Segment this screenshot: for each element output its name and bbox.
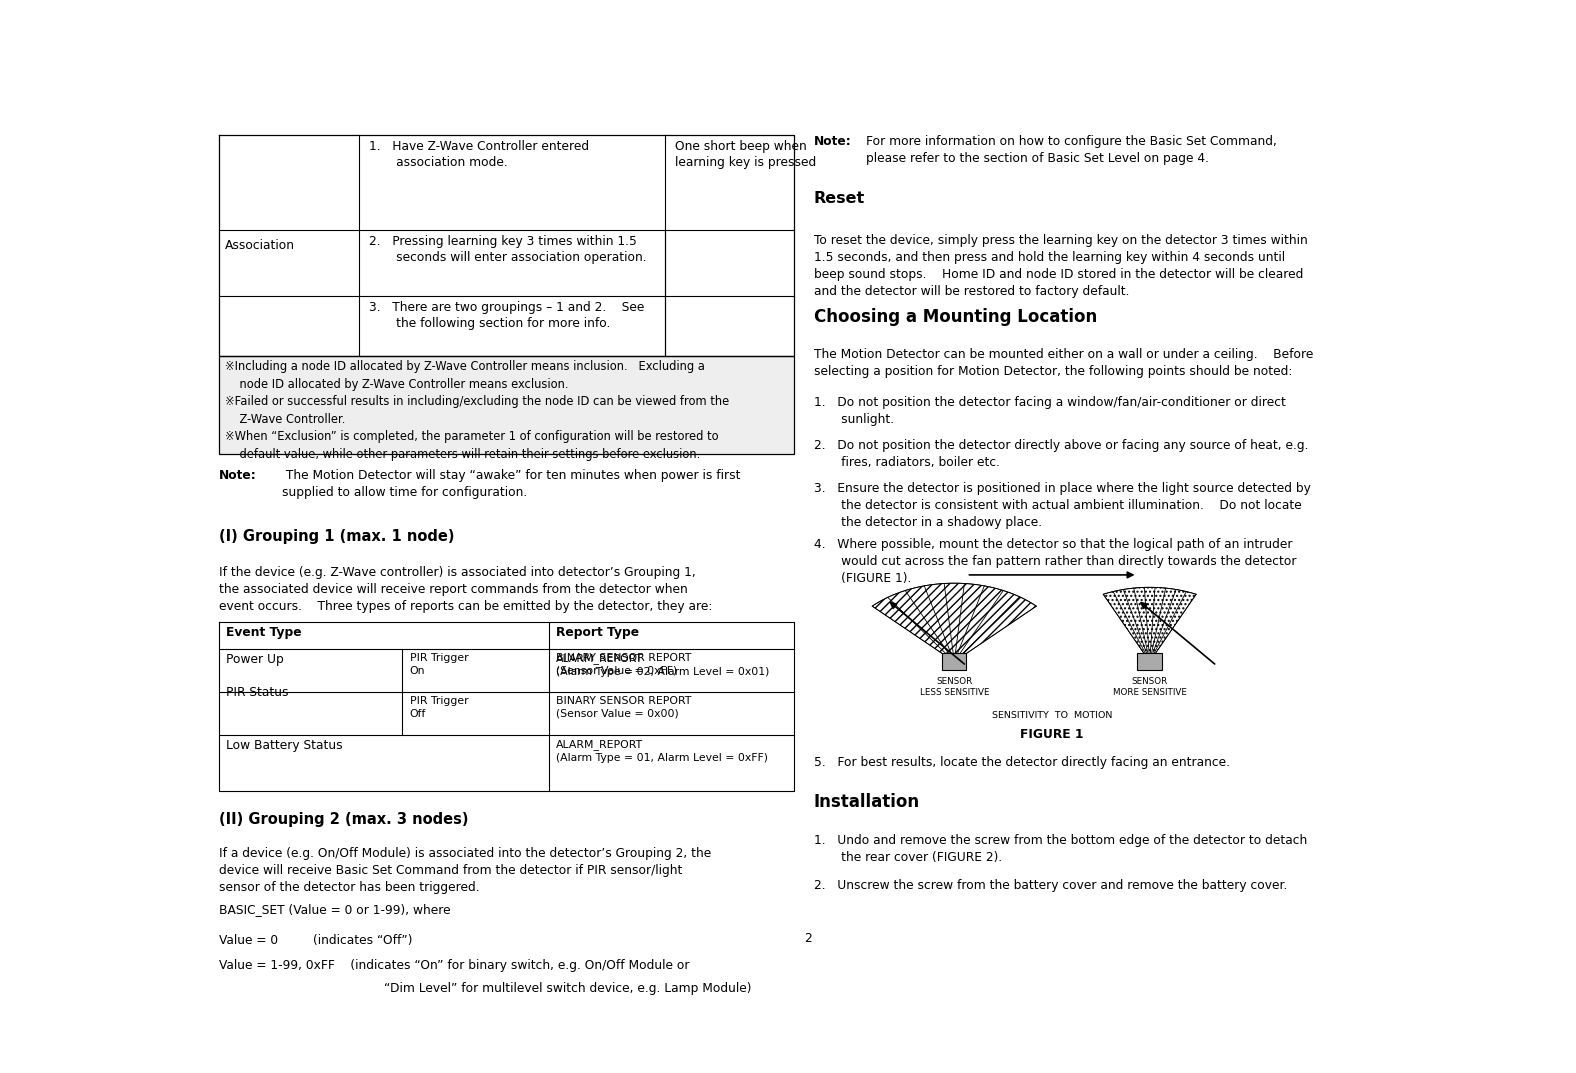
Text: Power Up: Power Up bbox=[227, 653, 284, 666]
Text: If a device (e.g. On/Off Module) is associated into the detector’s Grouping 2, t: If a device (e.g. On/Off Module) is asso… bbox=[219, 847, 711, 894]
Text: (I) Grouping 1 (max. 1 node): (I) Grouping 1 (max. 1 node) bbox=[219, 529, 454, 544]
Text: BINARY SENSOR REPORT
(Sensor Value = 0xFF): BINARY SENSOR REPORT (Sensor Value = 0xF… bbox=[556, 653, 692, 676]
Text: Value = 0         (indicates “Off”): Value = 0 (indicates “Off”) bbox=[219, 935, 413, 947]
Text: 2.   Do not position the detector directly above or facing any source of heat, e: 2. Do not position the detector directly… bbox=[813, 439, 1308, 469]
Text: One short beep when
learning key is pressed: One short beep when learning key is pres… bbox=[675, 141, 816, 170]
Text: 1.   Have Z-Wave Controller entered
       association mode.: 1. Have Z-Wave Controller entered associ… bbox=[369, 141, 589, 170]
Text: 4.   Where possible, mount the detector so that the logical path of an intruder
: 4. Where possible, mount the detector so… bbox=[813, 538, 1297, 585]
FancyBboxPatch shape bbox=[1138, 653, 1162, 670]
Text: If the device (e.g. Z-Wave controller) is associated into detector’s Grouping 1,: If the device (e.g. Z-Wave controller) i… bbox=[219, 565, 712, 613]
Text: 3.   Ensure the detector is positioned in place where the light source detected : 3. Ensure the detector is positioned in … bbox=[813, 482, 1311, 529]
Text: FIGURE 1: FIGURE 1 bbox=[1020, 727, 1084, 740]
Text: BINARY SENSOR REPORT
(Sensor Value = 0x00): BINARY SENSOR REPORT (Sensor Value = 0x0… bbox=[556, 696, 692, 719]
Text: 2.   Pressing learning key 3 times within 1.5
       seconds will enter associat: 2. Pressing learning key 3 times within … bbox=[369, 235, 646, 264]
Text: SENSOR
LESS SENSITIVE: SENSOR LESS SENSITIVE bbox=[919, 677, 990, 696]
Polygon shape bbox=[872, 584, 1037, 662]
Text: Value = 1-99, 0xFF    (indicates “On” for binary switch, e.g. On/Off Module or: Value = 1-99, 0xFF (indicates “On” for b… bbox=[219, 959, 689, 972]
Text: Event Type: Event Type bbox=[227, 627, 303, 640]
Text: 1.   Do not position the detector facing a window/fan/air-conditioner or direct
: 1. Do not position the detector facing a… bbox=[813, 396, 1286, 426]
Text: Report Type: Report Type bbox=[556, 627, 640, 640]
Text: Installation: Installation bbox=[813, 793, 920, 811]
Polygon shape bbox=[1103, 587, 1196, 662]
Text: PIR Trigger
Off: PIR Trigger Off bbox=[410, 696, 468, 719]
Text: SENSOR
MORE SENSITIVE: SENSOR MORE SENSITIVE bbox=[1113, 677, 1187, 696]
Text: For more information on how to configure the Basic Set Command,
please refer to : For more information on how to configure… bbox=[867, 135, 1277, 165]
Text: To reset the device, simply press the learning key on the detector 3 times withi: To reset the device, simply press the le… bbox=[813, 234, 1308, 297]
Text: 5.   For best results, locate the detector directly facing an entrance.: 5. For best results, locate the detector… bbox=[813, 755, 1229, 769]
Text: ※Including a node ID allocated by Z-Wave Controller means inclusion.   Excluding: ※Including a node ID allocated by Z-Wave… bbox=[225, 361, 730, 460]
Text: Note:: Note: bbox=[219, 469, 257, 482]
FancyBboxPatch shape bbox=[942, 653, 966, 670]
Text: PIR Trigger
On: PIR Trigger On bbox=[410, 653, 468, 676]
Text: Association: Association bbox=[225, 239, 295, 252]
Text: (II) Grouping 2 (max. 3 nodes): (II) Grouping 2 (max. 3 nodes) bbox=[219, 812, 468, 827]
Text: ALARM_REPORT
(Alarm Type = 01, Alarm Level = 0xFF): ALARM_REPORT (Alarm Type = 01, Alarm Lev… bbox=[556, 739, 768, 763]
FancyBboxPatch shape bbox=[219, 356, 794, 454]
Text: “Dim Level” for multilevel switch device, e.g. Lamp Module): “Dim Level” for multilevel switch device… bbox=[385, 982, 752, 996]
Text: 1.   Undo and remove the screw from the bottom edge of the detector to detach
  : 1. Undo and remove the screw from the bo… bbox=[813, 835, 1307, 865]
Text: PIR Status: PIR Status bbox=[227, 686, 288, 699]
Text: Low Battery Status: Low Battery Status bbox=[227, 739, 344, 752]
Text: Choosing a Mounting Location: Choosing a Mounting Location bbox=[813, 308, 1097, 326]
Text: The Motion Detector can be mounted either on a wall or under a ceiling.    Befor: The Motion Detector can be mounted eithe… bbox=[813, 348, 1313, 378]
Text: 2.   Unscrew the screw from the battery cover and remove the battery cover.: 2. Unscrew the screw from the battery co… bbox=[813, 879, 1288, 892]
Text: BASIC_SET (Value = 0 or 1-99), where: BASIC_SET (Value = 0 or 1-99), where bbox=[219, 902, 451, 916]
Text: 3.   There are two groupings – 1 and 2.    See
       the following section for : 3. There are two groupings – 1 and 2. Se… bbox=[369, 302, 645, 330]
Text: 2: 2 bbox=[804, 932, 812, 945]
Text: Note:: Note: bbox=[813, 135, 851, 148]
Text: The Motion Detector will stay “awake” for ten minutes when power is first
suppli: The Motion Detector will stay “awake” fo… bbox=[282, 469, 741, 499]
Text: ALARM_REPORT
(Alarm Type = 02, Alarm Level = 0x01): ALARM_REPORT (Alarm Type = 02, Alarm Lev… bbox=[556, 653, 769, 677]
Text: SENSITIVITY  TO  MOTION: SENSITIVITY TO MOTION bbox=[991, 711, 1113, 720]
Text: Reset: Reset bbox=[813, 191, 865, 206]
